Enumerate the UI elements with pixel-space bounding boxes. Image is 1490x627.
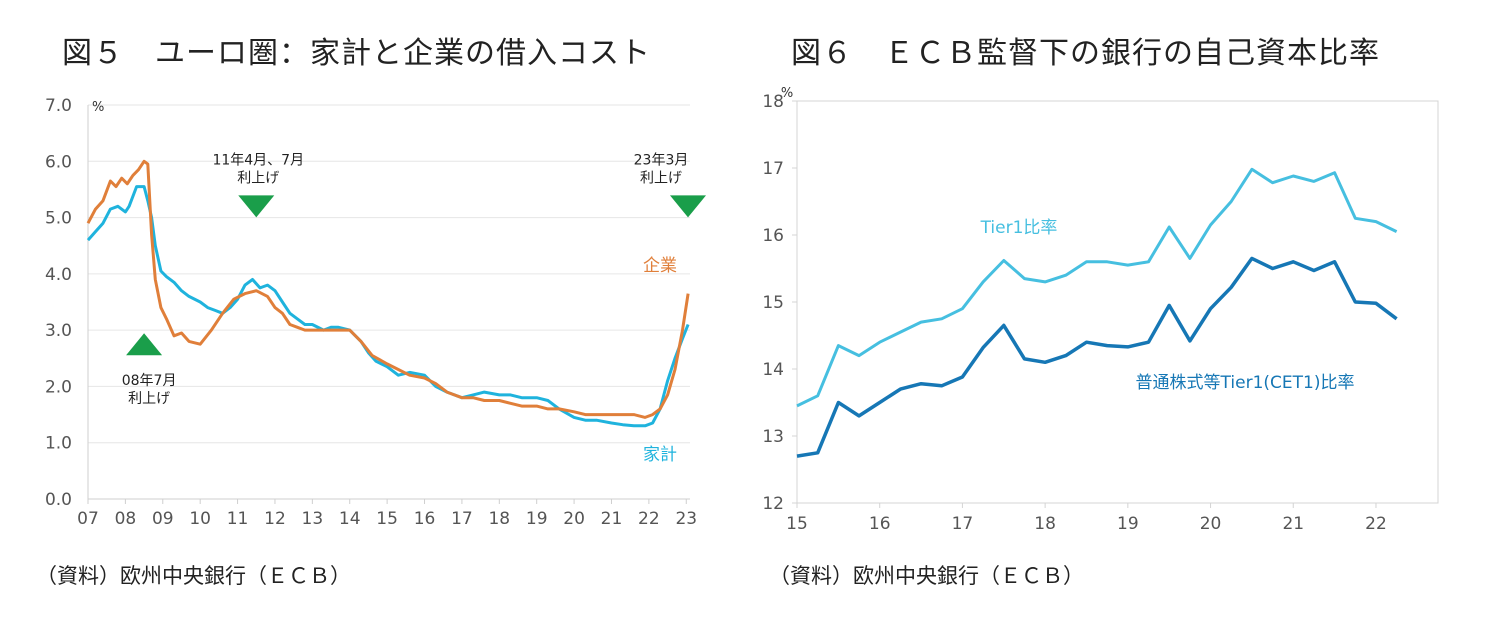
y-tick-label: 17	[762, 159, 784, 179]
figure-6-source: （資料）欧州中央銀行（ＥＣＢ）	[769, 564, 1084, 588]
figure-6-title: 図６ ＥＣＢ監督下の銀行の自己資本比率	[791, 36, 1380, 71]
y-tick-label: 3.0	[45, 321, 72, 341]
x-tick-label: 08	[115, 509, 137, 529]
x-tick-label: 11	[227, 509, 249, 529]
capital-ratio-chart: 12 13 14 15 16 17 18% 15 16 17 18 19 20 21 22 Tier1比率普通…	[762, 86, 1439, 534]
x-tick-label: 12	[264, 509, 286, 529]
x-tick-label: 19	[1117, 514, 1139, 534]
annotation-label: 08年7月	[122, 373, 177, 389]
x-tick-label: 16	[414, 509, 436, 529]
figure-5-source: （資料）欧州中央銀行（ＥＣＢ）	[36, 564, 351, 588]
borrowing-cost-chart: 0.0 1.0 2.0 3.0 4.0 5.0 6.0 7.0 % 07 08 09 10 11 12 13 1…	[45, 96, 706, 529]
x-tick-label: 09	[152, 509, 174, 529]
y-tick-label: 2.0	[45, 377, 72, 397]
x-tick-label: 18	[1034, 514, 1056, 534]
x-tick-label: 17	[952, 514, 974, 534]
x-tick-label: 18	[488, 509, 510, 529]
y-tick-label: 14	[762, 360, 784, 380]
y-tick-label: 5.0	[45, 209, 72, 229]
x-tick-label: 15	[376, 509, 398, 529]
annotation-label: 23年3月	[634, 152, 689, 168]
figure-6-panel: 図６ ＥＣＢ監督下の銀行の自己資本比率 12 13 14 15 16 17 18% 15 16 1…	[745, 0, 1490, 627]
annotation-label: 利上げ	[237, 170, 279, 186]
annotation-label: 11年4月、7月	[212, 152, 304, 168]
y-tick-label: 12	[762, 494, 784, 514]
y-tick-label: 18	[762, 92, 784, 112]
y-tick-label: 1.0	[45, 434, 72, 454]
unit-label: %	[92, 100, 104, 115]
x-tick-label: 21	[601, 509, 623, 529]
y-tick-label: 15	[762, 293, 784, 313]
annotation-label: 利上げ	[128, 391, 170, 407]
x-tick-label: 07	[77, 509, 99, 529]
x-tick-label: 19	[526, 509, 548, 529]
rate-hike-marker	[126, 333, 163, 356]
y-tick-label: 0.0	[45, 490, 72, 510]
figure-5-title: 図５ ユーロ圏：家計と企業の借入コスト	[62, 36, 651, 71]
x-tick-label: 10	[189, 509, 211, 529]
x-tick-label: 23	[675, 509, 697, 529]
x-tick-label: 17	[451, 509, 473, 529]
rate-hike-marker	[670, 195, 706, 218]
annotation-label: 利上げ	[640, 170, 682, 186]
x-tick-label: 15	[786, 514, 808, 534]
x-tick-label: 13	[302, 509, 324, 529]
x-tick-label: 20	[1200, 514, 1222, 534]
figure-5-panel: 図５ ユーロ圏：家計と企業の借入コスト 0.0 1.0 2.0 3.0 4.0 5.0 6.…	[0, 0, 740, 627]
series-line	[796, 167, 1398, 408]
x-tick-label: 22	[638, 509, 660, 529]
unit-label: %	[781, 86, 793, 101]
x-tick-label: 14	[339, 509, 361, 529]
y-tick-label: 6.0	[45, 152, 72, 172]
y-tick-label: 13	[762, 427, 784, 447]
x-tick-label: 20	[563, 509, 585, 529]
series-label-corporate: 企業	[643, 256, 677, 276]
x-tick-label: 21	[1282, 514, 1304, 534]
x-tick-label: 16	[869, 514, 891, 534]
y-tick-label: 4.0	[45, 265, 72, 285]
plot-frame	[796, 100, 1439, 504]
y-tick-label: 7.0	[45, 96, 72, 116]
series-label-tier1: Tier1比率	[980, 218, 1058, 238]
series-line	[86, 159, 690, 419]
y-tick-label: 16	[762, 226, 784, 246]
series-line	[796, 256, 1398, 458]
rate-hike-marker	[238, 195, 275, 218]
series-label-cet1: 普通株式等Tier1(CET1)比率	[1136, 373, 1355, 393]
series-label-household: 家計	[643, 445, 677, 465]
series-line	[86, 185, 690, 428]
x-tick-label: 22	[1365, 514, 1387, 534]
